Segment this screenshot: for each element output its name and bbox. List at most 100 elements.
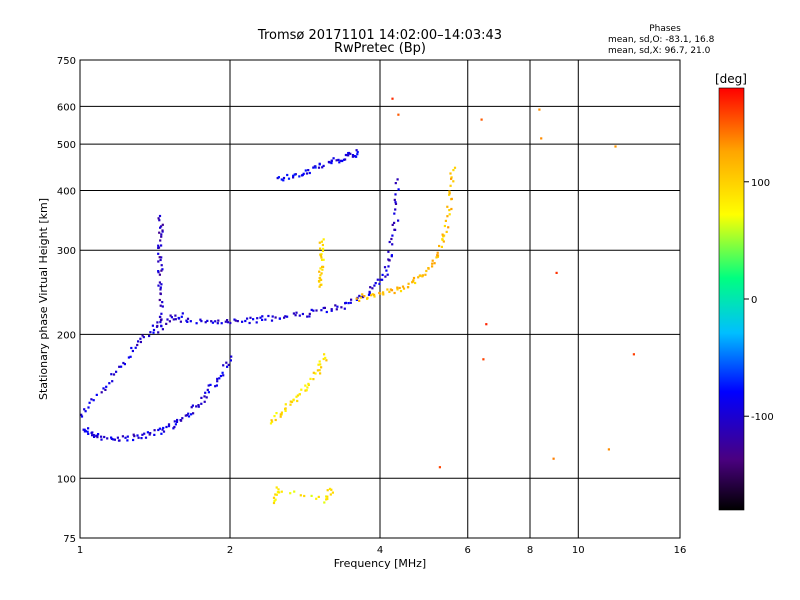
scatter-point (444, 219, 447, 222)
scatter-point (274, 316, 277, 319)
scatter-point (324, 356, 327, 359)
scatter-point (199, 318, 202, 321)
scatter-point (382, 293, 385, 296)
scatter-point (87, 432, 90, 435)
scatter-point (203, 395, 206, 398)
scatter-point (159, 258, 162, 262)
scatter-point (307, 382, 310, 385)
scatter-point (159, 288, 162, 291)
scatter-point (292, 174, 295, 177)
scatter-point (292, 398, 295, 401)
scatter-point (296, 399, 299, 403)
scatter-point (442, 240, 445, 243)
scatter-point (267, 314, 270, 318)
scatter-point (320, 256, 323, 259)
scatter-point (273, 499, 276, 502)
scatter-point (159, 286, 162, 289)
colorbar (718, 87, 745, 511)
y-tick-label: 500 (57, 140, 76, 151)
scatter-point (216, 322, 219, 325)
scatter-point (284, 403, 287, 406)
scatter-point (112, 438, 115, 441)
scatter-point (180, 315, 183, 318)
scatter-point (330, 309, 333, 312)
y-axis-ticks: 75 100 200 300 400 500 600 750 (57, 56, 76, 545)
scatter-point (320, 253, 323, 256)
scatter-point (133, 435, 136, 438)
scatter-point (319, 267, 322, 270)
scatter-point (184, 414, 187, 417)
scatter-point (433, 262, 436, 265)
scatter-point (252, 318, 255, 321)
scatter-point (222, 364, 225, 367)
scatter-point (427, 267, 430, 270)
scatter-point (436, 254, 439, 257)
scatter-point (326, 495, 329, 498)
scatter-point (448, 213, 451, 216)
scatter-point (298, 175, 301, 178)
scatter-point (308, 312, 311, 315)
scatter-point (216, 377, 219, 380)
scatter-point (226, 365, 229, 368)
scatter-point (417, 276, 420, 279)
scatter-point (100, 435, 103, 438)
scatter-point (176, 418, 179, 422)
scatter-point (172, 318, 175, 321)
scatter-point (306, 315, 309, 318)
scatter-point (174, 314, 177, 317)
scatter-point (362, 295, 365, 298)
scatter-point (158, 231, 161, 234)
scatter-point (308, 171, 311, 175)
scatter-point (322, 258, 325, 261)
scatter-point (390, 237, 393, 241)
scatter-point (381, 273, 384, 276)
scatter-point (312, 166, 315, 169)
scatter-point (446, 205, 449, 208)
scatter-point (402, 287, 406, 290)
scatter-point (157, 246, 160, 249)
scatter-point (358, 294, 361, 297)
scatter-point (317, 166, 321, 169)
scatter-point (320, 366, 323, 369)
scatter-point (249, 316, 252, 319)
scatter-point (347, 151, 350, 155)
scatter-point (369, 286, 372, 289)
scatter-point (393, 212, 396, 215)
x-axis-ticks: 1 2 4 6 8 10 16 (77, 545, 687, 556)
scatter-point (371, 287, 374, 290)
scatter-point (448, 192, 451, 195)
y-tick-label: 400 (57, 186, 76, 197)
scatter-point (336, 305, 339, 308)
colorbar-tick-label: -100 (751, 412, 774, 423)
scatter-point (173, 425, 176, 429)
scatter-point (394, 201, 397, 204)
scatter-point (393, 221, 396, 224)
scatter-point (105, 385, 108, 388)
scatter-point (209, 383, 212, 386)
scatter-point (124, 436, 127, 439)
scatter-point (160, 325, 163, 328)
scatter-point (207, 384, 210, 387)
scatter-point (450, 197, 453, 200)
scatter-point (450, 177, 453, 180)
scatter-point (118, 365, 121, 368)
scatter-point (304, 384, 307, 387)
scatter-point (158, 256, 161, 259)
scatter-point (174, 318, 177, 321)
scatter-point (118, 439, 121, 442)
scatter-point (340, 306, 343, 309)
scatter-point (111, 380, 114, 383)
scatter-point (441, 238, 444, 241)
scatter-point (368, 292, 371, 295)
scatter-point (338, 161, 341, 164)
scatter-point (204, 321, 207, 324)
scatter-point (158, 219, 161, 222)
scatter-point (200, 320, 203, 323)
scatter-point (396, 288, 399, 291)
scatter-point (157, 252, 160, 255)
scatter-point (334, 304, 337, 307)
scatter-point (446, 215, 449, 218)
scatter-point (438, 466, 441, 469)
scatter-point (160, 256, 163, 259)
scatter-point (206, 388, 209, 391)
